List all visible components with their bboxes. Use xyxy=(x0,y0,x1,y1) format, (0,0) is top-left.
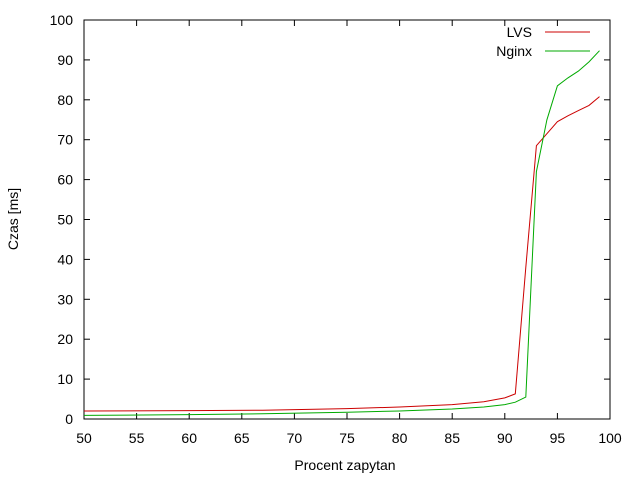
x-tick-label: 60 xyxy=(181,430,197,446)
y-tick-label: 50 xyxy=(57,212,73,228)
x-tick-label: 65 xyxy=(234,430,250,446)
y-tick-label: 60 xyxy=(57,172,73,188)
series-line-nginx xyxy=(83,50,600,416)
x-tick-label: 55 xyxy=(129,430,145,446)
y-tick-label: 80 xyxy=(57,92,73,108)
y-tick-label: 20 xyxy=(57,331,73,347)
x-tick-label: 80 xyxy=(392,430,408,446)
y-tick-label: 30 xyxy=(57,291,73,307)
x-tick-label: 75 xyxy=(339,430,355,446)
y-tick-label: 40 xyxy=(57,251,73,267)
y-tick-label: 100 xyxy=(50,12,74,28)
x-tick-label: 85 xyxy=(444,430,460,446)
y-tick-label: 90 xyxy=(57,52,73,68)
plot-frame xyxy=(83,19,611,420)
y-tick-label: 0 xyxy=(65,411,73,427)
legend-label-nginx: Nginx xyxy=(496,43,532,59)
x-tick-label: 70 xyxy=(287,430,303,446)
legend: LVS Nginx xyxy=(496,24,590,59)
legend-label-lvs: LVS xyxy=(507,24,532,40)
x-axis-label: Procent zapytan xyxy=(294,457,395,473)
y-axis-label: Czas [ms] xyxy=(5,188,21,250)
series-line-lvs xyxy=(83,96,600,412)
x-tick-label: 90 xyxy=(497,430,513,446)
series-layer xyxy=(83,50,600,416)
x-tick-label: 50 xyxy=(76,430,92,446)
y-tick-label: 10 xyxy=(57,371,73,387)
y-tick-label: 70 xyxy=(57,132,73,148)
ticks-layer: 50 55 60 65 70 75 80 85 90 95 100 0 10 20 30 40 50 60 70 80… xyxy=(50,12,622,446)
x-tick-label: 100 xyxy=(598,430,622,446)
x-tick-label: 95 xyxy=(550,430,566,446)
